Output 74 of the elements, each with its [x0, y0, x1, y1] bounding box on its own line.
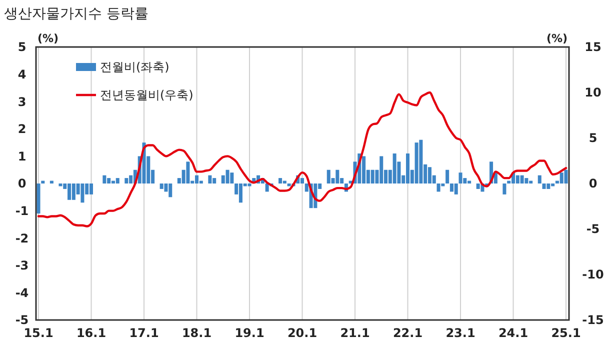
- x-tick-label: 19.1: [234, 326, 264, 340]
- y2-tick-label: -10: [582, 268, 604, 282]
- bar: [102, 175, 106, 184]
- y-tick-label: 3: [18, 94, 26, 109]
- y2-tick-label: 15: [584, 40, 602, 54]
- bar: [80, 184, 84, 203]
- x-tick-label: 22.1: [392, 326, 423, 340]
- bar: [538, 175, 542, 184]
- bar: [282, 180, 286, 184]
- bar: [414, 142, 418, 184]
- bar: [446, 170, 450, 184]
- bar: [265, 184, 269, 192]
- bar: [89, 184, 94, 194]
- x-tick-label: 17.1: [129, 326, 159, 340]
- bar: [194, 175, 199, 184]
- bar: [248, 184, 252, 186]
- y-tick-label: -2: [15, 231, 29, 246]
- bar: [50, 180, 54, 184]
- bar: [287, 184, 291, 186]
- y2-tick-label: 5: [588, 131, 598, 146]
- bar: [370, 170, 374, 184]
- bar: [546, 184, 550, 189]
- x-tick-label: 16.1: [76, 326, 106, 340]
- bar: [502, 184, 506, 194]
- bar: [300, 178, 304, 184]
- bar: [454, 184, 458, 194]
- x-tick-label: 18.1: [182, 326, 212, 340]
- y-tick-label: -3: [15, 258, 29, 273]
- y-tick-label: 5: [18, 40, 26, 54]
- x-tick-label: 15.1: [24, 326, 54, 340]
- y2-tick-label: -15: [582, 313, 604, 328]
- legend-label: 전월비(좌축): [100, 60, 170, 74]
- bar: [41, 180, 45, 184]
- y-tick-label: 1: [18, 149, 26, 164]
- y2-tick-label: 10: [584, 86, 602, 100]
- line-series: [37, 91, 568, 228]
- x-tick-label: 23.1: [446, 326, 476, 340]
- bar: [116, 178, 120, 184]
- y2-tick-label: 0: [588, 176, 598, 191]
- bar: [336, 170, 340, 184]
- bar: [476, 184, 480, 189]
- bar: [58, 184, 62, 186]
- bar: [278, 178, 282, 184]
- chart-title: 생산자물가지수 등락률: [4, 6, 148, 22]
- bar: [564, 170, 568, 184]
- bar: [458, 172, 462, 184]
- bar: [226, 170, 230, 184]
- bar: [436, 184, 440, 192]
- y-axis-title: (%): [37, 32, 59, 45]
- y-tick-label: 0: [18, 176, 26, 191]
- x-tick-label: 24.1: [498, 326, 528, 340]
- y2-tick-label: -5: [586, 222, 600, 236]
- bar: [392, 153, 396, 184]
- x-tick-label: 25.1: [551, 326, 581, 340]
- bar: [186, 162, 190, 184]
- legend-label: 전년동월비(우축): [100, 88, 194, 102]
- y-tick-label: 4: [18, 68, 26, 82]
- x-tick-label: 20.1: [287, 326, 318, 340]
- bar: [406, 153, 410, 184]
- bar: [520, 175, 524, 184]
- y-tick-label: -4: [15, 286, 29, 300]
- bar: [230, 172, 234, 184]
- bar: [208, 175, 212, 184]
- y-tick-label: 2: [18, 122, 26, 136]
- bar: [124, 178, 128, 184]
- bar: [36, 184, 40, 214]
- bar: [524, 178, 528, 184]
- y2-axis-title: (%): [546, 32, 568, 45]
- y-tick-label: -5: [15, 313, 29, 328]
- x-tick-label: 21.1: [340, 326, 370, 340]
- bar: [160, 184, 164, 189]
- bar: [542, 184, 546, 189]
- bar: [419, 140, 423, 184]
- y-tick-label: -1: [15, 204, 29, 218]
